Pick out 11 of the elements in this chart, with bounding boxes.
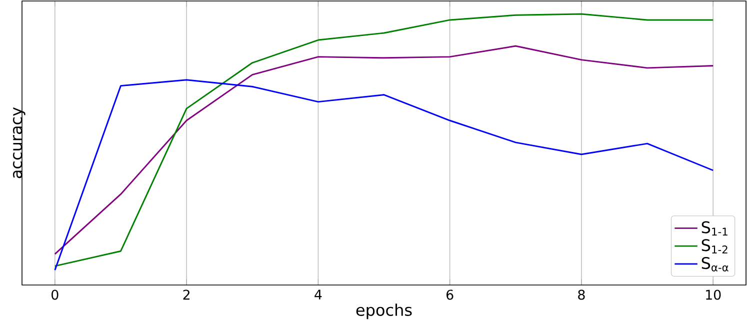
legend-label: S$_{α-α}$ [702,257,728,272]
x-tick-label: 0 [52,290,58,300]
legend-label: S$_{1-2}$ [702,239,728,254]
x-tick-label: 4 [314,290,322,300]
x-tick-label: 6 [446,290,454,300]
legend-label: S$_{1-1}$ [702,221,728,236]
y-axis-title: accuracy [13,107,26,178]
x-tick-label: 8 [578,290,585,300]
x-tick-label: 10 [706,290,721,300]
x-tick-label: 2 [183,290,190,300]
x-axis-title: epochs [356,304,412,320]
